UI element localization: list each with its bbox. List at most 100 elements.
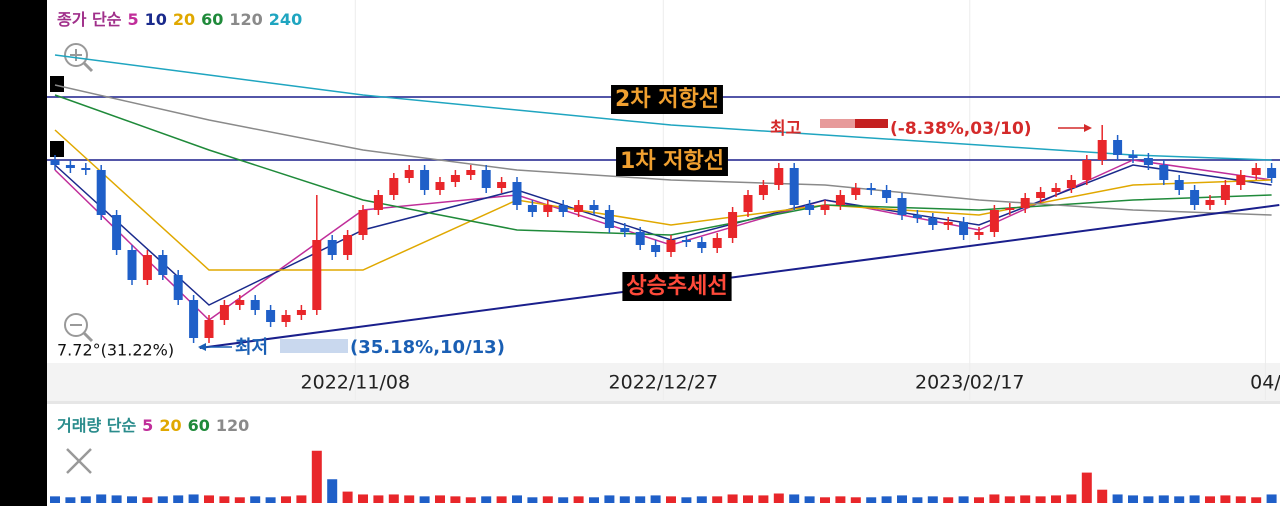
candle-body — [943, 222, 953, 225]
volume-bar — [419, 496, 430, 503]
volume-bar — [96, 494, 107, 503]
candle-body — [1097, 140, 1107, 160]
volume-bar — [142, 497, 153, 503]
candle-body — [681, 240, 691, 242]
candle-body — [281, 315, 291, 322]
volume-bar — [50, 496, 60, 503]
annotation-text: 2차 저항선 — [615, 87, 719, 112]
candle-body — [142, 255, 152, 280]
volume-bar — [512, 495, 522, 503]
volume-bar — [681, 497, 692, 503]
zoom-in-button[interactable] — [64, 43, 94, 73]
candle-body — [296, 310, 306, 315]
volume-bar — [542, 496, 553, 503]
candle-body — [574, 205, 584, 212]
volume-bar — [1020, 495, 1031, 503]
candle-body — [897, 198, 907, 215]
panel-divider — [47, 401, 1280, 404]
x-tick-label: 04/ — [1250, 372, 1280, 394]
candle-body — [1267, 168, 1277, 178]
candle-body — [712, 238, 722, 248]
volume-bar — [311, 450, 322, 503]
price-tag — [50, 141, 64, 157]
candle-body — [219, 305, 229, 320]
volume-bar — [1205, 496, 1215, 503]
x-tick-label: 2022/12/27 — [609, 372, 719, 394]
volume-bar — [881, 496, 892, 503]
candle-body — [527, 205, 537, 212]
candle-body — [173, 275, 183, 300]
volume-bar — [1143, 496, 1154, 503]
volume-bar — [127, 496, 137, 503]
volume-bar — [1112, 494, 1123, 503]
ma-line — [54, 129, 1272, 271]
candle-body — [343, 235, 353, 255]
legend-item: 20 — [159, 416, 182, 435]
volume-bar — [1128, 495, 1138, 503]
legend-item: 60 — [187, 416, 210, 435]
volume-bar — [481, 496, 492, 503]
x-tick-label: 2023/02/17 — [915, 372, 1025, 394]
candle-body — [50, 160, 60, 165]
volume-bar — [65, 497, 76, 503]
candle-body — [189, 300, 199, 338]
price-legend: 종가 단순 5 10 20 60 120 240 — [57, 6, 314, 30]
volume-bar — [789, 494, 800, 503]
volume-bar — [943, 497, 954, 503]
volume-bar — [1251, 497, 1262, 503]
volume-bar — [219, 496, 230, 503]
volume-bar — [1174, 496, 1185, 503]
volume-bar — [958, 496, 969, 503]
volume-bar — [404, 495, 415, 503]
legend-title: 종가 단순 — [57, 10, 122, 29]
candle-body — [1220, 185, 1230, 200]
candle-body — [820, 205, 830, 210]
volume-bar — [111, 495, 122, 503]
left-edge — [0, 0, 47, 506]
volume-bar — [1081, 472, 1092, 503]
candle-body — [620, 228, 630, 232]
arrow-head — [198, 343, 206, 351]
candle-body — [774, 168, 784, 185]
volume-bar — [1220, 495, 1231, 503]
candle-body — [835, 195, 845, 205]
volume-bar — [558, 497, 569, 503]
volume-bar — [974, 497, 984, 503]
candle-body — [312, 240, 322, 310]
volume-bar — [696, 496, 707, 503]
candle-body — [112, 215, 122, 250]
candle-body — [604, 210, 614, 228]
candle-body — [651, 245, 661, 252]
ma-line — [54, 54, 1272, 161]
volume-bar — [666, 496, 676, 503]
candle-body — [466, 170, 476, 175]
legend-item: 120 — [215, 416, 250, 435]
ma-line — [54, 84, 1272, 216]
candle-body — [404, 170, 414, 178]
arrow-head — [1084, 124, 1092, 132]
candle-body — [450, 175, 460, 182]
candle-body — [635, 232, 645, 245]
volume-bar — [496, 496, 507, 503]
volume-bar — [204, 495, 214, 503]
candle-body — [373, 195, 383, 210]
candle-body — [851, 188, 861, 195]
volume-bar — [327, 479, 338, 503]
annotation-text: (35.18%,10/13) — [350, 337, 505, 358]
blurred-value — [280, 339, 348, 353]
volume-bar — [635, 496, 646, 503]
volume-bar — [712, 496, 723, 503]
zoom-out-button[interactable] — [64, 313, 94, 343]
candle-body — [882, 190, 892, 198]
candle-body — [81, 168, 91, 170]
candle-body — [158, 255, 168, 275]
volume-bar — [234, 497, 245, 503]
volume-bar — [604, 495, 615, 503]
annotation-text: (-8.38%,03/10) — [890, 119, 1032, 139]
close-button[interactable] — [66, 448, 92, 474]
candle-body — [959, 222, 969, 235]
price-tag — [50, 76, 64, 92]
volume-bar — [250, 496, 261, 503]
